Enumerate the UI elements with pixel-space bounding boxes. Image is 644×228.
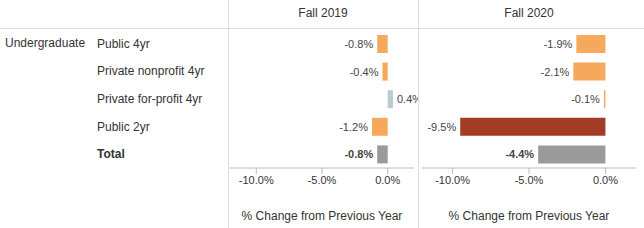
svg-text:-0.8%: -0.8% <box>344 38 373 50</box>
svg-text:Public 2yr: Public 2yr <box>97 120 150 134</box>
svg-text:% Change from Previous Year: % Change from Previous Year <box>242 209 403 223</box>
svg-text:-5.0%: -5.0% <box>515 174 544 186</box>
svg-text:-4.4%: -4.4% <box>505 148 534 160</box>
svg-text:0.4%: 0.4% <box>397 93 418 105</box>
html-text:Undergraduate: Undergraduate <box>5 36 86 50</box>
svg-text:Private nonprofit 4yr: Private nonprofit 4yr <box>97 64 204 78</box>
svg-text:% Change from Previous Year: % Change from Previous Year <box>449 209 610 223</box>
svg-text:-2.1%: -2.1% <box>541 66 570 78</box>
svg-text:-0.1%: -0.1% <box>571 93 600 105</box>
svg-text:-1.2%: -1.2% <box>339 121 368 133</box>
svg-text:0.0%: 0.0% <box>593 174 618 186</box>
svg-text:-0.4%: -0.4% <box>350 66 379 78</box>
svg-text:Total: Total <box>97 147 125 161</box>
svg-text:-9.5%: -9.5% <box>427 121 456 133</box>
svg-text:0.0%: 0.0% <box>375 174 400 186</box>
svg-text:-1.9%: -1.9% <box>544 38 573 50</box>
svg-text:-5.0%: -5.0% <box>308 174 337 186</box>
svg-text:-10.0%: -10.0% <box>435 174 470 186</box>
html-text:Fall 2020: Fall 2020 <box>504 6 554 20</box>
svg-text:Private for-profit 4yr: Private for-profit 4yr <box>97 92 202 106</box>
svg-text:-10.0%: -10.0% <box>239 174 274 186</box>
svg-text:Public 4yr: Public 4yr <box>97 37 150 51</box>
html-text:Fall 2019: Fall 2019 <box>298 6 348 20</box>
svg-text:-0.8%: -0.8% <box>344 148 373 160</box>
